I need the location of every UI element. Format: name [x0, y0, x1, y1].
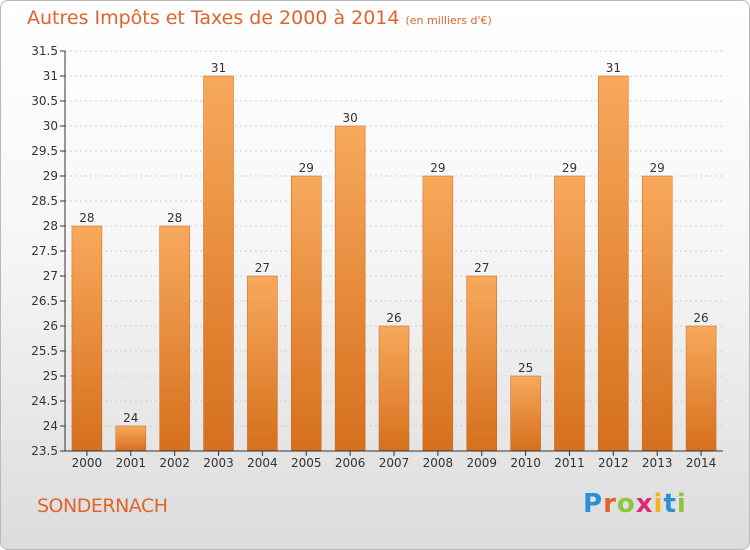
x-tick-label: 2014 [686, 456, 717, 470]
data-labels: 28 24 28 31 27 29 30 26 29 27 25 29 31 29 26 [79, 61, 708, 425]
bar [291, 175, 322, 452]
y-tick-label: 28.5 [31, 194, 58, 208]
bar [334, 125, 366, 452]
x-tick-label: 2007 [379, 456, 410, 470]
bar [422, 175, 454, 452]
x-tick-label: 2006 [335, 456, 366, 470]
y-tick-label: 24 [43, 419, 58, 433]
bar [247, 275, 278, 452]
x-tick-label: 2012 [598, 456, 629, 470]
data-label: 24 [123, 411, 138, 425]
bars [71, 75, 717, 452]
logo-letter: i [676, 489, 687, 519]
logo-letter: t [663, 489, 677, 519]
data-label: 29 [650, 161, 665, 175]
y-tick-label: 30 [43, 119, 58, 133]
y-tick-label: 27 [43, 269, 58, 283]
bar [203, 75, 234, 452]
chart-title: Autres Impôts et Taxes de 2000 à 2014 (en… [27, 7, 492, 29]
y-tick-label: 24.5 [31, 394, 58, 408]
y-tick-label: 29.5 [31, 144, 58, 158]
bar [115, 425, 147, 452]
x-tick-label: 2002 [159, 456, 190, 470]
axes: 23.5 24 24.5 25 25.5 26 26.5 27 27.5 28 28.5 29 29.5… [31, 44, 723, 470]
bar [685, 325, 717, 452]
x-tick-label: 2001 [116, 456, 147, 470]
data-label: 26 [693, 311, 708, 325]
brand-logo: Proxiti [583, 489, 687, 519]
y-tick-label: 30.5 [31, 94, 58, 108]
x-tick-label: 2000 [72, 456, 103, 470]
y-tick-label: 26.5 [31, 294, 58, 308]
bar [554, 175, 585, 452]
y-tick-label: 25.5 [31, 344, 58, 358]
x-tick-label: 2008 [423, 456, 454, 470]
data-label: 29 [430, 161, 445, 175]
x-tick-label: 2009 [466, 456, 497, 470]
logo-letter: x [635, 489, 654, 519]
y-tick-label: 31 [43, 69, 58, 83]
data-label: 28 [167, 211, 182, 225]
data-label: 31 [211, 61, 226, 75]
bar [598, 75, 629, 452]
y-tick-label: 23.5 [31, 444, 58, 458]
bar [466, 275, 497, 452]
x-tick-label: 2013 [642, 456, 673, 470]
data-label: 27 [474, 261, 489, 275]
data-label: 27 [255, 261, 270, 275]
x-tick-label: 2003 [203, 456, 234, 470]
bar [159, 225, 190, 452]
bar [641, 175, 673, 452]
data-label: 29 [562, 161, 577, 175]
y-tick-label: 26 [43, 319, 58, 333]
x-tick-label: 2011 [554, 456, 585, 470]
data-label: 25 [518, 361, 533, 375]
logo-letter: P [583, 489, 604, 519]
unit-label: (en milliers d'€) [405, 14, 492, 27]
bar [378, 325, 410, 452]
x-tick-label: 2005 [291, 456, 322, 470]
logo-letter: r [603, 489, 617, 519]
y-tick-label: 27.5 [31, 244, 58, 258]
data-label: 31 [606, 61, 621, 75]
x-tick-label: 2010 [510, 456, 541, 470]
y-tick-label: 29 [43, 169, 58, 183]
x-tick-label: 2004 [247, 456, 278, 470]
data-label: 30 [342, 111, 357, 125]
data-label: 29 [299, 161, 314, 175]
title-text: Autres Impôts et Taxes de 2000 à 2014 [27, 7, 400, 29]
location-name: SONDERNACH [37, 495, 168, 517]
data-label: 26 [386, 311, 401, 325]
y-tick-label: 25 [43, 369, 58, 383]
logo-letter: i [653, 489, 664, 519]
bar [71, 225, 103, 452]
data-label: 28 [79, 211, 94, 225]
logo-letter: o [616, 489, 636, 519]
y-tick-label: 31.5 [31, 44, 58, 58]
y-tick-label: 28 [43, 219, 58, 233]
bar [510, 375, 541, 452]
